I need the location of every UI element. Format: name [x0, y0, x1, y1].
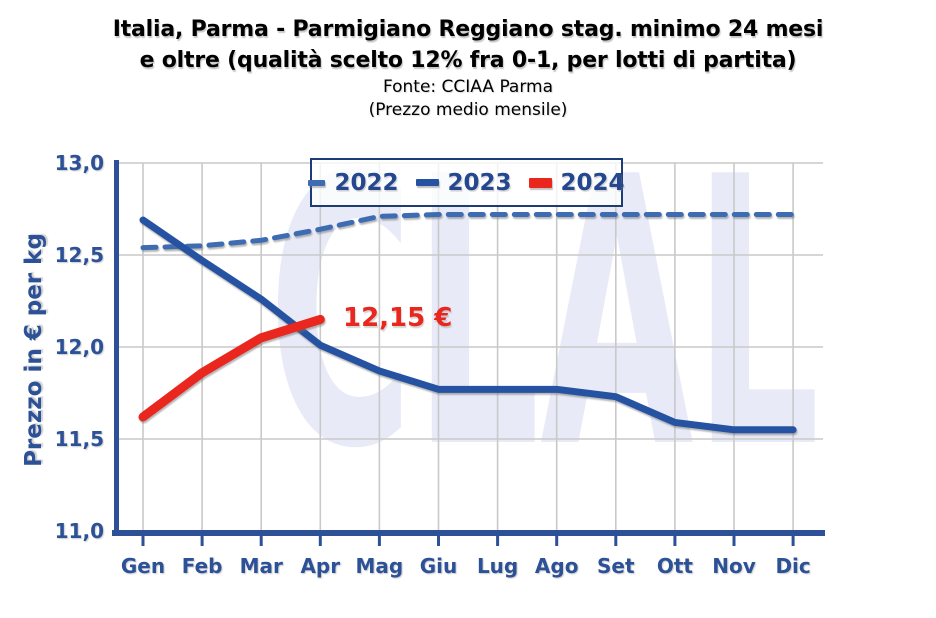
x-tick-label: Gen — [121, 554, 165, 578]
axis-tick-labels: Gen Feb Mar Apr Mag Giu Lug Ago Set Ott Nov Dic 13,0… — [55, 151, 811, 578]
chart-header: Italia, Parma - Parmigiano Reggiano stag… — [0, 14, 936, 122]
x-tick-label: Mar — [240, 554, 283, 578]
legend-item-2022: 2022 — [308, 169, 399, 196]
x-tick-label: Giu — [420, 554, 458, 578]
legend-item-2024: 2024 — [528, 169, 625, 196]
x-tick-label: Ago — [535, 554, 579, 578]
chart-source: Fonte: CCIAA Parma — [382, 77, 554, 97]
y-tick-label: 11,5 — [55, 427, 104, 451]
y-tick-label: 13,0 — [55, 151, 104, 175]
legend-label-2023: 2023 — [447, 169, 512, 196]
legend-label-2022: 2022 — [334, 169, 399, 196]
data-series — [138, 212, 797, 434]
legend-swatch-2024 — [528, 177, 552, 188]
legend-label-2024: 2024 — [560, 169, 625, 196]
y-tick-label: 12,5 — [55, 243, 104, 267]
x-axis-line — [112, 530, 825, 536]
axis-ticks — [141, 536, 795, 546]
x-tick-label: Ott — [657, 554, 694, 578]
legend-swatch-2022 — [308, 179, 326, 186]
x-tick-label: Mag — [356, 554, 404, 578]
legend: 2022 2023 2024 — [308, 158, 625, 207]
y-tick-label: 12,0 — [55, 335, 104, 359]
gridlines — [115, 162, 823, 531]
series-2023 — [139, 216, 797, 434]
chart-title-line1: Italia, Parma - Parmigiano Reggiano stag… — [112, 17, 824, 42]
series-2022 — [140, 212, 796, 251]
x-tick-label: Apr — [300, 554, 340, 578]
series-2024 — [138, 314, 325, 422]
y-axis-title: Prezzo in € per kg — [21, 233, 47, 467]
y-tick-label: 11,0 — [55, 519, 104, 543]
x-tick-label: Set — [597, 554, 635, 578]
y-axis-line — [114, 160, 119, 536]
chart-subtitle: (Prezzo medio mensile) — [368, 100, 568, 120]
chart-title-line2: e oltre (qualità scelto 12% fra 0-1, per… — [139, 48, 797, 73]
legend-item-2023: 2023 — [415, 169, 512, 196]
legend-swatch-2023 — [415, 179, 439, 186]
x-tick-label: Lug — [477, 554, 518, 578]
x-tick-label: Nov — [712, 554, 756, 578]
x-tick-label: Feb — [182, 554, 223, 578]
last-price-annotation: 12,15 € — [343, 303, 453, 333]
x-tick-label: Dic — [775, 554, 810, 578]
